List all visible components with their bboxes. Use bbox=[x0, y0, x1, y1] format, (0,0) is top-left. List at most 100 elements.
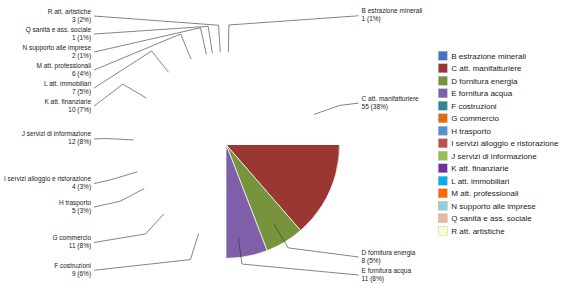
chart-container: B estrazione minerali C att. manifatturie… bbox=[0, 0, 565, 290]
slice-annotation: C att. manifatturiere55 (38%) bbox=[362, 95, 419, 111]
legend-item: J servizi di informazione bbox=[438, 151, 537, 161]
legend-item: L att. immobiliari bbox=[438, 176, 509, 186]
legend-item: M att. professionali bbox=[438, 189, 518, 199]
legend-label: Q sanità e ass. sociale bbox=[451, 214, 532, 223]
pie bbox=[226, 145, 339, 258]
annotation-name: J servizi di informazione bbox=[22, 130, 92, 137]
annotation-value: 10 (7%) bbox=[68, 106, 91, 114]
annotation-value: 9 (6%) bbox=[72, 270, 91, 278]
slice-annotation: E fornitura acqua11 (8%) bbox=[362, 267, 412, 283]
legend-item: H trasporto bbox=[438, 126, 491, 136]
legend-item: B estrazione minerali bbox=[438, 51, 526, 61]
slice-annotation: G commercio11 (8%) bbox=[52, 234, 91, 250]
legend-label: E fornitura acqua bbox=[451, 89, 512, 98]
leader-line bbox=[94, 28, 206, 55]
annotations: B estrazione minerali1 (1%)C att. manifa… bbox=[4, 7, 422, 282]
leader-line bbox=[94, 214, 164, 243]
legend-label: I servizi alloggio e ristorazione bbox=[451, 139, 559, 148]
annotation-value: 11 (8%) bbox=[362, 275, 384, 283]
legend-item: K att. finanziarie bbox=[438, 164, 509, 174]
legend-item: G commercio bbox=[438, 114, 499, 124]
slice-annotation: M att. professionali6 (4%) bbox=[37, 62, 92, 78]
leader-line bbox=[94, 34, 191, 70]
annotation-name: L att. immobiliari bbox=[44, 80, 91, 87]
leader-line bbox=[94, 172, 137, 184]
legend-item: N supporto alle imprese bbox=[438, 201, 536, 211]
slice-annotation: J servizi di informazione12 (8%) bbox=[22, 130, 92, 146]
legend-item: C att. manifatturiere bbox=[438, 64, 522, 74]
slice-annotation: D fornitura energia8 (5%) bbox=[362, 249, 416, 265]
legend-swatch bbox=[438, 139, 447, 148]
annotation-value: 7 (5%) bbox=[72, 88, 91, 96]
annotation-value: 1 (1%) bbox=[72, 34, 91, 42]
legend-label: F costruzioni bbox=[451, 102, 497, 111]
legend-label: J servizi di informazione bbox=[451, 152, 537, 161]
slice-annotation: L att. immobiliari7 (5%) bbox=[44, 80, 91, 96]
legend-item: I servizi alloggio e ristorazione bbox=[438, 139, 559, 149]
legend-label: N supporto alle imprese bbox=[451, 202, 536, 211]
legend-label: C att. manifatturiere bbox=[451, 64, 522, 73]
leader-line bbox=[94, 139, 134, 140]
slice-annotation: Q sanità e ass. sociale1 (1%) bbox=[26, 26, 92, 42]
legend-label: R att. artistiche bbox=[451, 227, 505, 236]
legend-swatch bbox=[438, 176, 447, 185]
chart-svg: B estrazione minerali C att. manifatturie… bbox=[0, 0, 565, 290]
legend-swatch bbox=[438, 64, 447, 73]
slice-annotation: I servizi alloggio e ristorazione4 (3%) bbox=[4, 175, 91, 191]
annotation-name: E fornitura acqua bbox=[362, 267, 412, 275]
annotation-name: B estrazione minerali bbox=[362, 7, 423, 14]
legend-label: L att. immobiliari bbox=[451, 177, 509, 186]
legend-swatch bbox=[438, 151, 447, 160]
annotation-name: Q sanità e ass. sociale bbox=[26, 26, 92, 34]
legend-item: R att. artistiche bbox=[438, 226, 505, 236]
legend-swatch bbox=[438, 189, 447, 198]
legend-swatch bbox=[438, 226, 447, 235]
annotation-value: 2 (1%) bbox=[72, 52, 91, 60]
annotation-value: 6 (4%) bbox=[72, 70, 91, 78]
leader-line bbox=[228, 16, 358, 52]
leader-line bbox=[314, 103, 359, 114]
slice-annotation: B estrazione minerali1 (1%) bbox=[362, 7, 423, 23]
legend-swatch bbox=[438, 101, 447, 110]
annotation-value: 11 (8%) bbox=[69, 242, 91, 250]
legend-swatch bbox=[438, 114, 447, 123]
annotation-name: F costruzioni bbox=[54, 262, 91, 269]
legend-item: E fornitura acqua bbox=[438, 89, 512, 99]
annotation-name: H trasporto bbox=[59, 199, 92, 207]
legend-swatch bbox=[438, 126, 447, 135]
slice-annotation: K att. finanziarie10 (7%) bbox=[44, 98, 91, 114]
leader-line bbox=[274, 225, 358, 257]
legend-label: K att. finanziarie bbox=[451, 164, 509, 173]
annotation-value: 4 (3%) bbox=[72, 183, 91, 191]
annotation-name: C att. manifatturiere bbox=[362, 95, 419, 102]
annotation-value: 5 (3%) bbox=[72, 207, 91, 215]
annotation-name: D fornitura energia bbox=[362, 249, 416, 257]
annotation-name: M att. professionali bbox=[37, 62, 92, 70]
leader-line bbox=[94, 189, 144, 208]
leader-line bbox=[94, 26, 212, 53]
pie-slice bbox=[226, 145, 267, 258]
legend-item: D fornitura energia bbox=[438, 76, 518, 86]
legend-label: H trasporto bbox=[451, 127, 491, 136]
annotation-value: 8 (5%) bbox=[362, 257, 381, 265]
leader-line bbox=[238, 237, 358, 275]
annotation-name: I servizi alloggio e ristorazione bbox=[4, 175, 91, 183]
annotation-name: G commercio bbox=[52, 234, 91, 241]
legend-swatch bbox=[438, 76, 447, 85]
legend: B estrazione minerali C att. manifatturie… bbox=[438, 51, 559, 236]
annotation-name: K att. finanziarie bbox=[44, 98, 91, 105]
legend-label: M att. professionali bbox=[451, 189, 518, 198]
annotation-value: 3 (2%) bbox=[72, 16, 91, 24]
annotation-value: 1 (1%) bbox=[362, 15, 381, 23]
slice-annotation: H trasporto5 (3%) bbox=[59, 199, 92, 215]
legend-swatch bbox=[438, 89, 447, 98]
leader-line bbox=[94, 234, 199, 271]
annotation-name: N supporto alle imprese bbox=[22, 44, 91, 52]
annotation-value: 12 (8%) bbox=[68, 138, 91, 146]
legend-swatch bbox=[438, 201, 447, 210]
leader-line bbox=[94, 16, 220, 52]
legend-swatch bbox=[438, 164, 447, 173]
leader-line bbox=[94, 84, 146, 106]
slice-annotation: R att. artistiche3 (2%) bbox=[48, 8, 92, 24]
legend-item: Q sanità e ass. sociale bbox=[438, 214, 532, 224]
